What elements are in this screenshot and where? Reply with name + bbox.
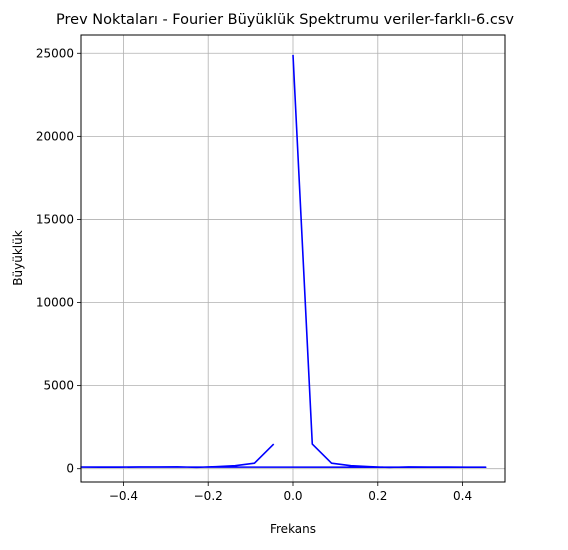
x-tick-label: −0.4: [109, 489, 138, 503]
series-line-0: [80, 54, 487, 469]
y-tick-label: 5000: [43, 379, 74, 393]
y-tick-label: 20000: [36, 129, 74, 143]
series-layer: [80, 54, 487, 469]
y-axis-label: Büyüklük: [11, 230, 25, 285]
y-tick-label: 15000: [36, 212, 74, 226]
chart-title: Prev Noktaları - Fourier Büyüklük Spektr…: [56, 12, 514, 28]
y-axis-ticks: 0 5000 10000 15000 20000 25000: [36, 46, 81, 476]
x-axis-ticks: −0.4 −0.2 0.0 0.2 0.4: [109, 482, 472, 503]
x-tick-label: 0.2: [368, 489, 387, 503]
y-tick-label: 25000: [36, 46, 74, 60]
x-tick-label: 0.0: [283, 489, 302, 503]
grid: [81, 35, 505, 482]
y-tick-label: 0: [66, 462, 74, 476]
x-axis-label: Frekans: [270, 522, 316, 536]
x-tick-label: 0.4: [453, 489, 472, 503]
x-tick-label: −0.2: [194, 489, 223, 503]
y-tick-label: 10000: [36, 296, 74, 310]
